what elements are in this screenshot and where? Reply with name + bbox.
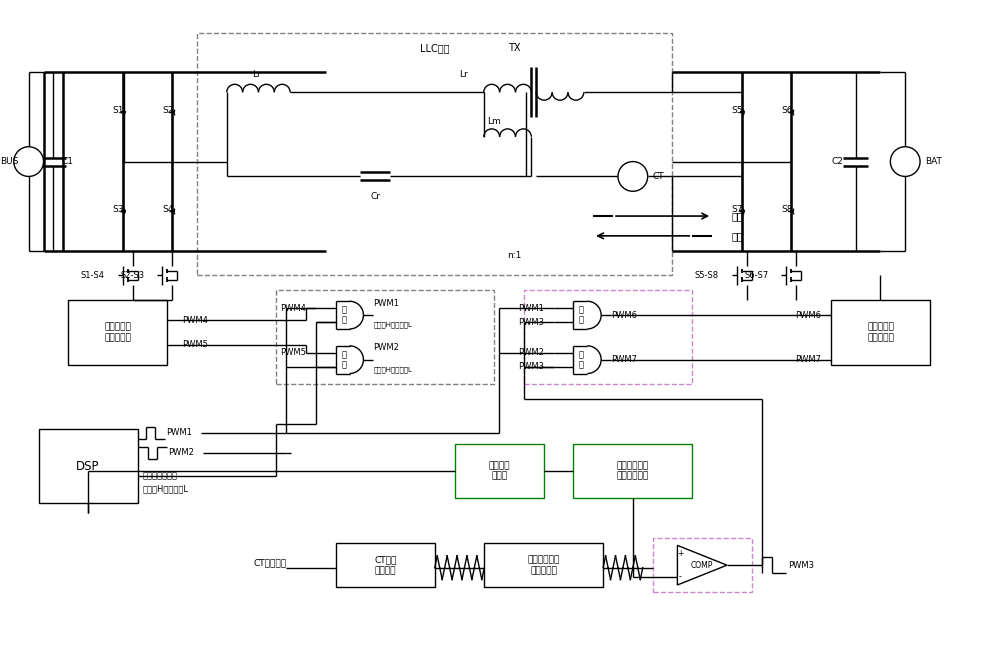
Text: S5-S8: S5-S8 [695, 271, 719, 280]
Text: PWM6: PWM6 [795, 311, 821, 320]
Text: PWM1: PWM1 [518, 304, 544, 313]
Text: S7: S7 [732, 205, 743, 214]
Text: 充放电模
式信号: 充放电模 式信号 [488, 462, 510, 481]
Text: S2-S3: S2-S3 [120, 271, 145, 280]
Text: PWM3: PWM3 [518, 362, 544, 371]
Text: 充电为H、放电为L: 充电为H、放电为L [373, 366, 412, 373]
Bar [455, 444, 544, 499]
Text: 充电为H、放电为L: 充电为H、放电为L [143, 484, 189, 493]
Text: -: - [679, 573, 682, 582]
Text: 产生比较阈值
基准电压电路: 产生比较阈值 基准电压电路 [617, 462, 649, 481]
Text: C2: C2 [832, 157, 844, 166]
Text: 与
门: 与 门 [579, 306, 584, 325]
Text: 与
门: 与 门 [341, 306, 346, 325]
Text: PWM6: PWM6 [611, 311, 637, 320]
Text: PWM5: PWM5 [182, 341, 208, 349]
Bar [197, 32, 672, 276]
Text: 与
门: 与 门 [341, 350, 346, 369]
Bar [39, 429, 138, 503]
Text: S2: S2 [162, 105, 173, 114]
Text: +: + [677, 549, 684, 558]
Text: BAT: BAT [925, 157, 942, 166]
Text: PWM2: PWM2 [518, 348, 544, 358]
Text: C1: C1 [61, 157, 73, 166]
Text: 充电为H、放电为L: 充电为H、放电为L [373, 322, 412, 328]
Polygon shape [742, 111, 744, 112]
Circle shape [618, 162, 648, 191]
Text: PWM7: PWM7 [795, 355, 821, 364]
Text: PWM4: PWM4 [280, 304, 306, 313]
Text: S6-S7: S6-S7 [744, 271, 769, 280]
Text: DSP: DSP [76, 460, 100, 473]
Text: COMP: COMP [691, 561, 713, 569]
Bar [276, 291, 494, 384]
Text: PWM1: PWM1 [373, 299, 399, 307]
Text: PWM3: PWM3 [518, 318, 544, 326]
Text: LLC谐振: LLC谐振 [420, 43, 450, 53]
Text: CT: CT [653, 172, 664, 181]
Circle shape [14, 147, 44, 176]
Text: CT采样
信号处理: CT采样 信号处理 [374, 556, 396, 575]
Text: PWM1: PWM1 [166, 428, 192, 437]
Bar [336, 543, 435, 588]
Polygon shape [123, 111, 125, 112]
Text: n:1: n:1 [507, 251, 521, 260]
Text: S3: S3 [113, 205, 124, 214]
Text: S4: S4 [162, 205, 173, 214]
Polygon shape [173, 211, 174, 212]
Bar [68, 300, 167, 365]
Text: 副边整流隔
离驱动电路: 副边整流隔 离驱动电路 [867, 323, 894, 342]
Text: S1-S4: S1-S4 [81, 271, 105, 280]
Text: 充放电模式信号: 充放电模式信号 [143, 471, 178, 480]
Text: 原边全桥隔
离驱动电路: 原边全桥隔 离驱动电路 [104, 323, 131, 342]
Text: 放电: 放电 [732, 231, 744, 241]
Text: TX: TX [508, 43, 520, 53]
Circle shape [890, 147, 920, 176]
Text: Lr: Lr [460, 70, 468, 79]
Text: PWM3: PWM3 [788, 561, 814, 569]
Text: BUS: BUS [0, 157, 19, 166]
Text: S5: S5 [732, 105, 743, 114]
Bar [573, 444, 692, 499]
Text: PWM2: PWM2 [168, 448, 194, 457]
Text: CT采样信号: CT采样信号 [253, 558, 286, 567]
Text: Lr: Lr [252, 70, 261, 79]
Polygon shape [792, 211, 793, 212]
Polygon shape [173, 111, 174, 112]
Text: PWM2: PWM2 [373, 343, 399, 352]
Bar [484, 543, 603, 588]
Polygon shape [792, 111, 793, 112]
Polygon shape [123, 211, 125, 212]
Bar [831, 300, 930, 365]
Text: 充电: 充电 [732, 211, 744, 221]
Text: PWM4: PWM4 [182, 315, 208, 324]
Bar [524, 291, 692, 384]
Text: 全波整流及电
压上拾电路: 全波整流及电 压上拾电路 [528, 556, 560, 575]
Polygon shape [677, 545, 727, 585]
Bar [653, 538, 752, 592]
Text: S8: S8 [781, 205, 793, 214]
Text: PWM5: PWM5 [280, 348, 306, 358]
Text: PWM7: PWM7 [611, 355, 637, 364]
Text: S6: S6 [781, 105, 793, 114]
Text: Lm: Lm [487, 118, 501, 127]
Text: 与
门: 与 门 [579, 350, 584, 369]
Text: Cr: Cr [370, 192, 380, 201]
Text: S1: S1 [113, 105, 124, 114]
Polygon shape [742, 211, 744, 212]
